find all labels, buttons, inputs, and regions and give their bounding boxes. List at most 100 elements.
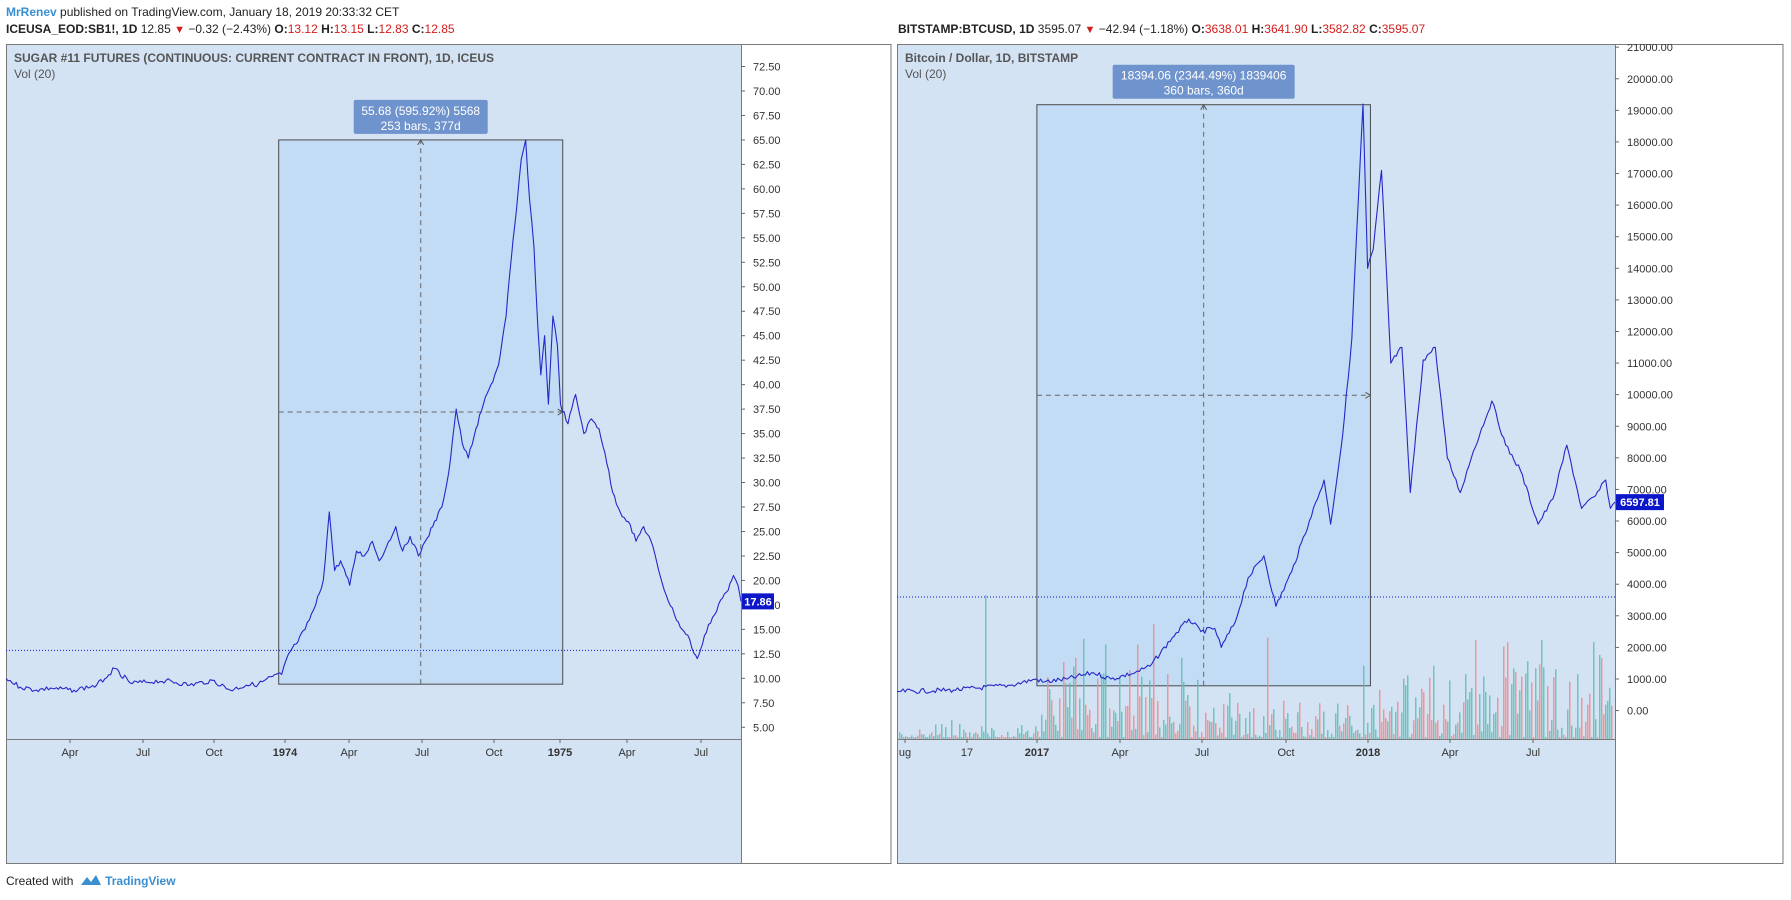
volume-bar [985, 595, 987, 739]
volume-bar [1413, 720, 1415, 739]
sugar-chart[interactable]: 72.50 70.00 67.50 65.00 62.50 60.00 57.50 55.00… [6, 44, 892, 864]
chart-panel-sugar[interactable]: 72.50 70.00 67.50 65.00 62.50 60.00 57.50 55.00… [6, 44, 892, 864]
volume-bar [1535, 668, 1537, 739]
volume-bar [1341, 731, 1343, 739]
volume-bar [1285, 718, 1287, 739]
volume-bar [1357, 729, 1359, 739]
volume-bar [1551, 719, 1553, 739]
volume-bar [1139, 696, 1141, 739]
volume-bar [1419, 707, 1421, 739]
volume-bar [1555, 669, 1557, 739]
tradingview-link[interactable]: TradingView [105, 874, 176, 888]
volume-bar [1609, 687, 1611, 739]
volume-bar [939, 733, 941, 739]
volume-bar [1441, 733, 1443, 739]
open-value: 13.12 [287, 22, 318, 36]
volume-bar [963, 729, 965, 739]
y-tick-label: 16000.00 [1627, 200, 1673, 212]
volume-bar [1159, 727, 1161, 739]
volume-bar [1605, 704, 1607, 739]
volume-bar [1077, 729, 1079, 739]
high-value: 13.15 [333, 22, 364, 36]
volume-bar [973, 733, 975, 739]
volume-bar [1481, 731, 1483, 739]
volume-bar [1253, 708, 1255, 739]
x-tick-label: Jul [694, 747, 708, 759]
volume-bar [1119, 676, 1121, 739]
volume-bar [1195, 731, 1197, 739]
volume-bar [1471, 687, 1473, 739]
volume-bar [1073, 666, 1075, 739]
volume-bar [1435, 722, 1437, 739]
volume-bar [995, 736, 997, 739]
volume-bar [1461, 732, 1463, 739]
price-series-line[interactable] [6, 139, 742, 693]
volume-bar [1029, 737, 1031, 739]
volume-indicator-label: Vol (20) [14, 67, 55, 81]
volume-bar [1389, 711, 1391, 739]
volume-bar [1381, 722, 1383, 739]
volume-bar [1405, 685, 1407, 739]
volume-bar [903, 737, 905, 739]
volume-bar [1457, 722, 1459, 739]
volume-bar [1439, 735, 1441, 739]
volume-bar [1513, 668, 1515, 739]
volume-bar [1219, 727, 1221, 739]
price-change: −42.94 (−1.18%) [1098, 22, 1189, 36]
volume-bar [1587, 704, 1589, 739]
volume-bar [1367, 722, 1369, 739]
y-tick-label: 50.00 [753, 282, 781, 294]
x-tick-label: 2018 [1356, 747, 1380, 759]
volume-bar [1205, 712, 1207, 739]
x-tick-label: Apr [618, 747, 635, 759]
volume-bar [1217, 735, 1219, 739]
volume-bar [975, 732, 977, 739]
measure-arrow-up-icon [417, 138, 425, 146]
volume-bar [1149, 680, 1151, 739]
volume-bar [1233, 734, 1235, 739]
price-series-line[interactable] [897, 103, 1616, 694]
volume-bar [997, 737, 999, 739]
bitcoin-chart[interactable]: 21000.00 20000.00 19000.00 18000.00 17000.00… [897, 44, 1784, 864]
volume-bar [1135, 728, 1137, 739]
author-link[interactable]: MrRenev [6, 5, 57, 19]
y-tick-label: 12000.00 [1627, 326, 1673, 338]
chart-panel-bitcoin[interactable]: 21000.00 20000.00 19000.00 18000.00 17000.00… [897, 44, 1784, 864]
volume-bar [911, 735, 913, 739]
y-tick-label: 25.00 [753, 526, 781, 538]
price-axis[interactable] [741, 44, 892, 864]
footer: Created with TradingView [6, 874, 176, 888]
volume-bar [1571, 725, 1573, 739]
volume-bar [1227, 705, 1229, 739]
volume-bar [1515, 672, 1517, 739]
volume-bar [983, 731, 985, 739]
x-tick-label: 2017 [1025, 747, 1049, 759]
volume-bar [1437, 720, 1439, 739]
volume-indicator-label: Vol (20) [905, 67, 946, 81]
volume-bar [1577, 674, 1579, 739]
chart-title: SUGAR #11 FUTURES (CONTINUOUS: CURRENT C… [14, 51, 494, 65]
volume-bar [1313, 737, 1315, 739]
volume-bar [1299, 702, 1301, 739]
volume-bar [1397, 701, 1399, 739]
volume-bar [1563, 734, 1565, 739]
volume-bar [917, 735, 919, 739]
y-tick-label: 60.00 [753, 184, 781, 196]
x-tick-label: Apr [1441, 747, 1458, 759]
volume-bar [1597, 737, 1599, 739]
volume-bar [1003, 737, 1005, 739]
volume-bar [1365, 734, 1367, 739]
volume-bar [931, 732, 933, 739]
volume-bar [1129, 669, 1131, 739]
y-tick-label: 19000.00 [1627, 105, 1673, 117]
symbol-label: BITSTAMP:BTCUSD, 1D [898, 22, 1035, 36]
volume-bar [1393, 734, 1395, 739]
volume-bar [1145, 697, 1147, 739]
volume-bar [971, 737, 973, 739]
volume-bar [1403, 678, 1405, 739]
x-tick-label: 1975 [548, 747, 572, 759]
volume-bar [1601, 658, 1603, 739]
volume-bar [989, 736, 991, 739]
price-axis[interactable] [1615, 44, 1784, 864]
volume-bar [1041, 714, 1043, 739]
